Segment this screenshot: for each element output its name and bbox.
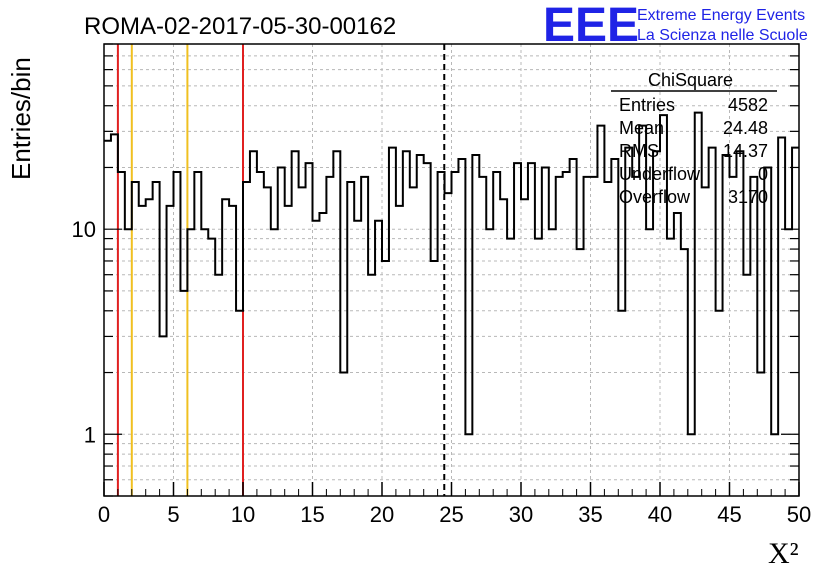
x-axis: 0 5 10 15 20 25 30 35 40 45 50 bbox=[98, 482, 811, 527]
stat-rms-label: RMS bbox=[619, 141, 659, 161]
x-tick-label: 10 bbox=[231, 502, 255, 527]
x-tick-label: 40 bbox=[648, 502, 672, 527]
chart-title: ROMA-02-2017-05-30-00162 bbox=[84, 13, 396, 40]
logo-line-2: La Scienza nelle Scuole bbox=[637, 27, 808, 44]
stat-overflow-value: 3170 bbox=[728, 187, 768, 207]
stat-entries-value: 4582 bbox=[728, 95, 768, 115]
stat-underflow-label: Underflow bbox=[619, 164, 701, 184]
stat-overflow-label: Overflow bbox=[619, 187, 691, 207]
x-tick-label: 45 bbox=[717, 502, 741, 527]
x-axis-label: X² bbox=[768, 537, 799, 570]
eee-logo: EEE Extreme Energy Events La Scienza nel… bbox=[543, 0, 808, 52]
y-tick-label: 10 bbox=[72, 217, 96, 242]
stat-underflow-value: 0 bbox=[758, 164, 768, 184]
stat-entries-label: Entries bbox=[619, 95, 675, 115]
x-tick-label: 20 bbox=[370, 502, 394, 527]
x-tick-label: 25 bbox=[439, 502, 463, 527]
stat-rms-value: 14.37 bbox=[723, 141, 768, 161]
x-tick-label: 50 bbox=[787, 502, 811, 527]
y-tick-label: 1 bbox=[84, 422, 96, 447]
logo-line-1: Extreme Energy Events bbox=[637, 7, 805, 24]
x-tick-label: 0 bbox=[98, 502, 110, 527]
histogram-outline bbox=[104, 111, 799, 436]
stats-box: ChiSquare Entries 4582 Mean 24.48 RMS 14… bbox=[611, 70, 777, 207]
x-tick-label: 15 bbox=[300, 502, 324, 527]
y-axis: 1 10 bbox=[72, 43, 799, 497]
stat-mean-label: Mean bbox=[619, 118, 664, 138]
stats-title: ChiSquare bbox=[648, 70, 733, 90]
x-tick-label: 35 bbox=[578, 502, 602, 527]
x-tick-label: 30 bbox=[509, 502, 533, 527]
x-tick-label: 5 bbox=[167, 502, 179, 527]
stat-mean-value: 24.48 bbox=[723, 118, 768, 138]
y-axis-label: Entries/bin bbox=[6, 57, 36, 180]
